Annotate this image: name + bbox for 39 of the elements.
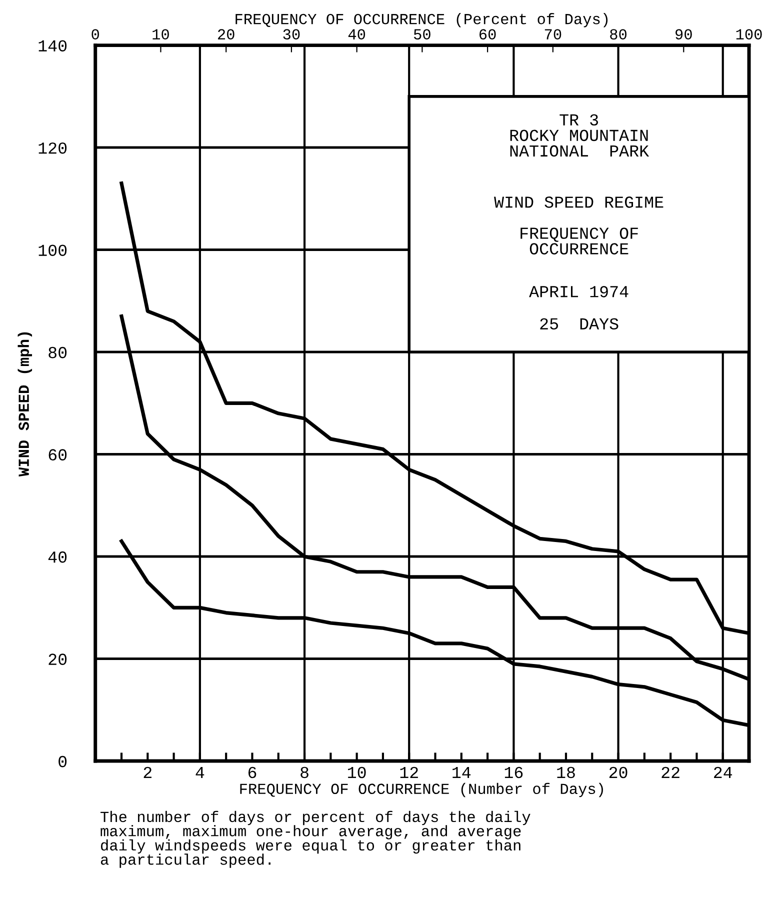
x-tick-label: 4 (196, 767, 204, 778)
x2-tick-label: 10 (152, 29, 169, 40)
annotation: 25 DAYS (540, 318, 618, 330)
x2-tick-label: 100 (736, 29, 762, 40)
x2-axis-title: FREQUENCY OF OCCURRENCE (Percent of Days) (236, 13, 608, 28)
y-tick-label: 80 (48, 346, 67, 358)
x2-tick-label: 0 (92, 29, 99, 40)
x2-tick-label: 90 (676, 29, 692, 40)
y-axis-title: WIND SPEED (mph) (18, 332, 32, 477)
x2-tick-label: 50 (414, 29, 430, 40)
x-tick-label: 22 (662, 766, 680, 778)
x2-tick-label: 30 (283, 29, 300, 40)
x2-tick-label: 40 (348, 29, 366, 40)
x2-tick-label: 70 (544, 29, 562, 40)
text: WIND SPEED REGIME FREQUENCY OF OCCURRENCE (494, 196, 664, 254)
x-tick-label: 12 (400, 766, 418, 778)
y-tick-label: 120 (38, 142, 67, 154)
x-tick-label: 10 (348, 766, 366, 778)
x-tick-label: 2 (144, 766, 152, 778)
y-tick-label: 40 (48, 551, 67, 563)
annotation: APRIL 1974 (529, 286, 628, 298)
text: TR 3 ROCKY MOUNTAIN NATIONAL PARK (510, 114, 650, 157)
y-tick-label: 20 (48, 654, 67, 665)
y-tick-label: 60 (48, 449, 67, 460)
y-tick-label: 140 (38, 40, 67, 52)
x2-tick-label: 20 (218, 29, 234, 40)
x-tick-label: 6 (248, 766, 256, 778)
x2-tick-label: 60 (480, 29, 496, 40)
x-tick-label: 16 (504, 766, 523, 778)
x-tick-label: 18 (557, 766, 575, 778)
x-tick-label: 14 (452, 767, 471, 778)
x-axis-title: FREQUENCY OF OCCURRENCE (Number of Days) (240, 782, 603, 798)
x2-tick-label: 80 (610, 29, 627, 40)
x-tick-label: 20 (609, 766, 628, 778)
x-tick-label: 8 (300, 766, 308, 778)
text: The number of days or percent of days the daily maximum, maximum one-hour average, and average daily windspeeds were equal to or greater than a particular speed. (100, 810, 530, 868)
x-tick-label: 24 (714, 766, 732, 778)
y-tick-label: 100 (38, 244, 67, 256)
y-tick-label: 0 (58, 756, 67, 768)
